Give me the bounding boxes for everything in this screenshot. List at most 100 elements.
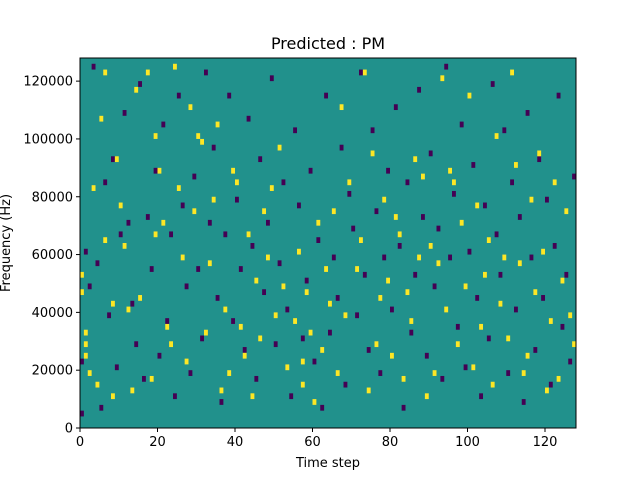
heatmap-cell-high (494, 133, 499, 139)
heatmap-cell-high (343, 312, 348, 319)
heatmap-cell-low (393, 104, 398, 111)
y-axis-ticks: 0 20000 40000 60000 80000 100000 120000 (23, 75, 80, 437)
heatmap-cell-high (374, 341, 379, 348)
heatmap-cell-low (80, 410, 84, 417)
heatmap-cell-low (564, 271, 569, 278)
heatmap-cell-high (548, 318, 553, 324)
heatmap-cell-low (312, 358, 317, 365)
heatmap-cell-low (467, 248, 472, 255)
heatmap-cell-high (463, 283, 468, 290)
heatmap-cell-high (401, 375, 406, 382)
heatmap-cell-high (421, 173, 425, 180)
heatmap-cell-high (111, 393, 115, 400)
heatmap-cell-low (409, 329, 414, 336)
heatmap-cell-high (219, 387, 224, 394)
heatmap-cell-low (483, 202, 487, 209)
heatmap-cell-high (188, 104, 193, 111)
heatmap-cell-low (227, 92, 232, 99)
heatmap-cell-high (378, 295, 383, 301)
heatmap-cell-high (196, 133, 201, 139)
heatmap-cell-low (91, 63, 96, 70)
heatmap-cell-high (479, 323, 484, 330)
heatmap-cell-high (204, 329, 208, 336)
heatmap-cell-low (331, 254, 336, 261)
heatmap-cell-low (165, 318, 170, 324)
heatmap-cell-low (293, 127, 298, 134)
heatmap-cell-high (262, 208, 267, 215)
heatmap-cell-low (444, 63, 449, 70)
heatmap-cell-high (386, 277, 391, 284)
heatmap-cell-low (324, 92, 329, 99)
heatmap-cell-high (432, 370, 437, 376)
heatmap-cell-high (533, 289, 538, 296)
heatmap-cell-high (382, 196, 387, 203)
heatmap-cell-high (452, 179, 456, 186)
heatmap-cell-low (173, 393, 177, 400)
heatmap-cell-high (506, 335, 511, 342)
heatmap-cell-high (366, 387, 371, 394)
heatmap-cell-low (529, 254, 534, 261)
heatmap-cell-low (432, 283, 437, 290)
heatmap-cell-low (176, 92, 181, 99)
heatmap-cell-low (258, 156, 263, 163)
heatmap-cell-low (448, 254, 453, 261)
heatmap-cell-low (556, 92, 561, 99)
heatmap-cell-low (107, 312, 112, 319)
heatmap-cell-low (130, 300, 135, 307)
heatmap-cell-low (525, 110, 530, 116)
heatmap-cell-high (521, 370, 526, 376)
heatmap-cell-high (192, 208, 197, 215)
heatmap-cell-low (320, 404, 325, 411)
heatmap-cell-high (80, 271, 84, 278)
heatmap-cell-low (246, 115, 251, 122)
heatmap-cell-high (273, 312, 278, 319)
heatmap-cell-low (517, 214, 522, 220)
y-tick-label: 20000 (32, 364, 73, 379)
heatmap-cell-high (324, 266, 329, 272)
heatmap-cell-low (545, 196, 549, 203)
heatmap-cell-high (285, 364, 290, 371)
heatmap-cell-high (517, 260, 522, 267)
heatmap-cell-high (455, 341, 460, 348)
heatmap-cell-high (537, 150, 542, 157)
heatmap-cell-low (479, 393, 484, 400)
heatmap-cell-high (483, 271, 487, 278)
heatmap-cell-low (297, 202, 301, 209)
heatmap-cell-high (525, 352, 530, 359)
heatmap-cell-high (103, 69, 108, 76)
heatmap-cell-high (254, 277, 259, 284)
heatmap-cell-low (281, 179, 286, 186)
heatmap-cell-high (145, 69, 150, 76)
heatmap-cell-low (502, 127, 507, 134)
heatmap-cell-high (397, 231, 402, 238)
heatmap-cell-low (382, 254, 387, 261)
heatmap-cell-high (138, 295, 143, 301)
heatmap-cell-high (471, 364, 476, 371)
heatmap-cell-low (269, 75, 274, 82)
heatmap-cell-low (471, 162, 476, 168)
heatmap-cell-high (83, 341, 88, 348)
chart-title: Predicted : PM (271, 34, 385, 53)
heatmap-cell-low (440, 375, 445, 382)
heatmap-cell-high (277, 144, 282, 151)
heatmap-cell-high (316, 219, 321, 226)
heatmap-cell-high (393, 214, 398, 220)
heatmap-cell-low (114, 364, 119, 371)
heatmap-cell-low (541, 295, 546, 301)
heatmap-cell-high (331, 208, 336, 215)
heatmap-cell-high (370, 150, 375, 157)
heatmap-cell-low (111, 156, 115, 163)
heatmap-cell-high (176, 185, 181, 191)
heatmap-cell-high (173, 63, 177, 70)
heatmap-cell-low (370, 127, 375, 134)
heatmap-cell-low (506, 370, 511, 376)
y-axis-title: Frequency (Hz) (0, 194, 14, 292)
heatmap-cell-low (138, 81, 143, 87)
heatmap-cell-high (269, 185, 274, 191)
heatmap-cell-high (157, 167, 162, 174)
heatmap-cell-low (103, 179, 108, 186)
heatmap-cell-high (238, 323, 243, 330)
heatmap-cell-low (537, 156, 542, 163)
heatmap-cell-high (246, 231, 251, 238)
heatmap-cell-low (347, 190, 352, 197)
